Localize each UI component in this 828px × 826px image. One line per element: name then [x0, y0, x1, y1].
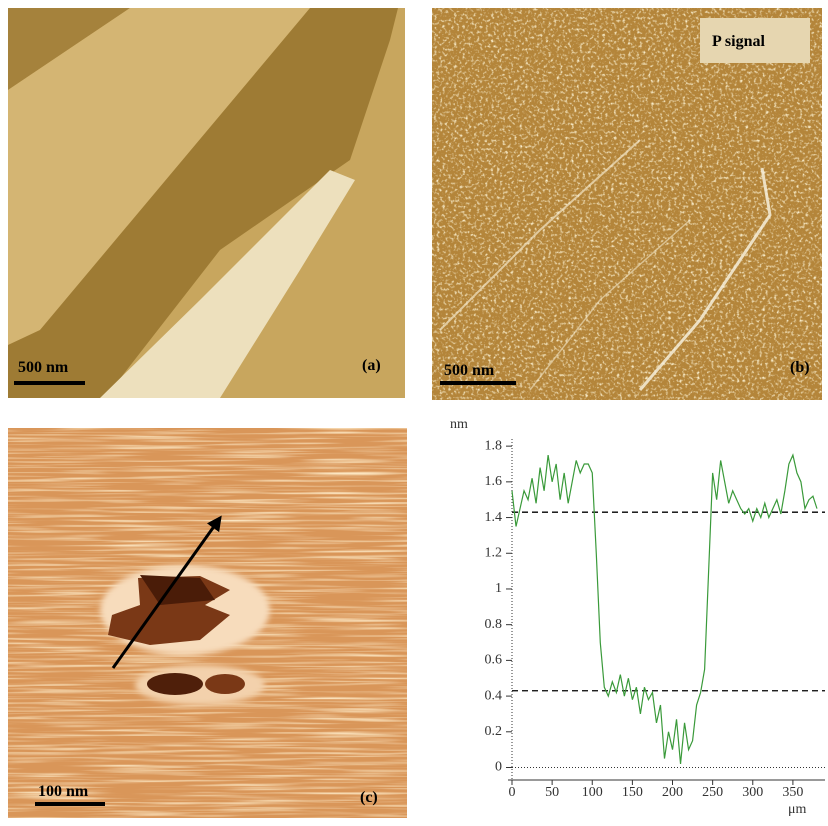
y-tick-label: 0.2: [485, 724, 503, 739]
panel-label: (a): [362, 357, 381, 374]
profile-line: [512, 455, 817, 764]
x-tick-label: 150: [622, 785, 643, 800]
scale-bar-label: 500 nm: [18, 359, 69, 376]
x-tick-label: 100: [582, 785, 603, 800]
panel-a: 500 nm (a): [8, 8, 405, 398]
panel-label: (b): [790, 359, 810, 376]
x-tick-label: 300: [742, 785, 763, 800]
figure: 500 nm (a) P signal 500 nm (b) 100 nm (c…: [0, 0, 828, 821]
y-tick-label: 1.2: [485, 545, 503, 560]
x-tick-label: 200: [662, 785, 683, 800]
y-tick-label: 1.8: [485, 438, 503, 453]
x-tick-label: 350: [782, 785, 803, 800]
panel-label: (c): [360, 789, 378, 806]
y-tick-label: 0.6: [485, 653, 503, 668]
x-tick-label: 0: [509, 785, 516, 800]
x-tick-label: 250: [702, 785, 723, 800]
scale-bar-label: 100 nm: [38, 783, 89, 800]
y-tick-label: 1.4: [485, 510, 503, 525]
scale-bar-label: 500 nm: [444, 362, 495, 379]
y-axis-label: nm: [450, 417, 468, 432]
y-tick-label: 1.6: [485, 474, 503, 489]
panel-b: P signal 500 nm (b): [432, 8, 822, 400]
y-tick-label: 1: [495, 581, 502, 596]
y-tick-label: 0.8: [485, 617, 503, 632]
panel-c: 100 nm (c): [8, 428, 407, 818]
y-tick-label: 0.4: [485, 688, 503, 703]
profile-chart: nm μm 0 0.2 0.4 0.6 0.8 1 1.2 1.4 1.6 1.8 0 50 100 15…: [450, 417, 825, 817]
x-axis-label: μm: [788, 802, 807, 817]
y-tick-label: 0: [495, 760, 502, 775]
x-tick-label: 50: [545, 785, 559, 800]
signal-badge: P signal: [712, 33, 765, 50]
